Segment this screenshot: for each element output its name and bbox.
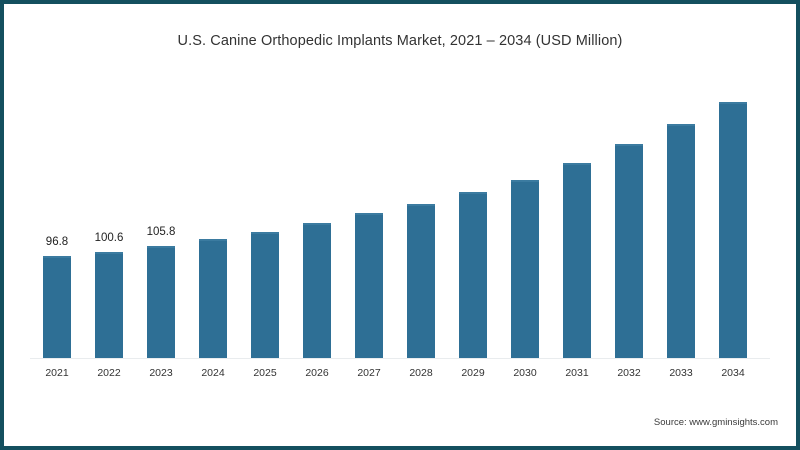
- bar: [147, 246, 175, 358]
- bar: [667, 124, 695, 358]
- x-tick-label-2030: 2030: [513, 367, 537, 379]
- bar: [355, 213, 383, 358]
- x-tick-label-2032: 2032: [617, 367, 641, 379]
- x-tick-label-2023: 2023: [149, 367, 173, 379]
- bar: [719, 102, 747, 358]
- x-tick-label-2029: 2029: [461, 367, 485, 379]
- bar-top-highlight: [459, 192, 487, 194]
- bar-value-label: 96.8: [45, 236, 69, 248]
- bar: [563, 163, 591, 358]
- bar: [95, 252, 123, 358]
- bar-top-highlight: [615, 144, 643, 146]
- bar-top-highlight: [511, 180, 539, 182]
- bar: [303, 223, 331, 358]
- bar-top-highlight: [147, 246, 175, 248]
- bar: [251, 232, 279, 358]
- bar-value-label: 100.6: [94, 232, 124, 244]
- bar-top-highlight: [667, 124, 695, 126]
- x-tick-label-2024: 2024: [201, 367, 225, 379]
- bar-top-highlight: [43, 256, 71, 258]
- x-axis-line: [30, 358, 770, 359]
- bar-value-label: 105.8: [146, 226, 176, 238]
- source-note: Source: www.gminsights.com: [653, 417, 778, 428]
- x-tick-label-2028: 2028: [409, 367, 433, 379]
- bar: [615, 144, 643, 358]
- x-tick-label-2022: 2022: [97, 367, 121, 379]
- x-tick-label-2026: 2026: [305, 367, 329, 379]
- x-tick-label-2031: 2031: [565, 367, 589, 379]
- chart-title: U.S. Canine Orthopedic Implants Market, …: [177, 33, 623, 49]
- x-tick-label-2025: 2025: [253, 367, 277, 379]
- bar: [407, 204, 435, 358]
- x-tick-label-2033: 2033: [669, 367, 693, 379]
- bar-top-highlight: [407, 204, 435, 206]
- x-tick-label-2034: 2034: [721, 367, 745, 379]
- x-tick-label-2021: 2021: [45, 367, 69, 379]
- bar-top-highlight: [303, 223, 331, 225]
- bar: [459, 192, 487, 358]
- x-tick-label-2027: 2027: [357, 367, 381, 379]
- bar-top-highlight: [251, 232, 279, 234]
- bar: [199, 239, 227, 358]
- bar-top-highlight: [199, 239, 227, 241]
- bar: [43, 256, 71, 358]
- bar-top-highlight: [95, 252, 123, 254]
- bar: [511, 180, 539, 358]
- bar-top-highlight: [563, 163, 591, 165]
- bar-top-highlight: [719, 102, 747, 104]
- bar-top-highlight: [355, 213, 383, 215]
